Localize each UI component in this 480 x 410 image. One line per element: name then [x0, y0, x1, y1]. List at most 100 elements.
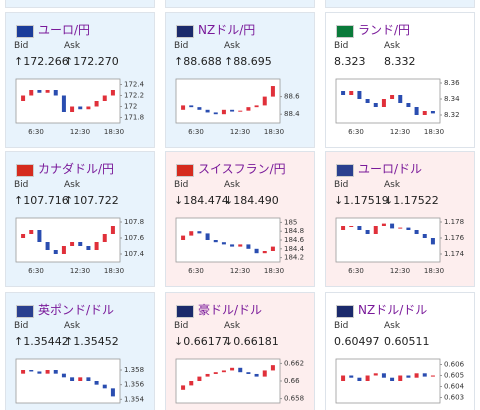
y-tick-label: 88.4 — [284, 110, 300, 118]
candle — [189, 105, 194, 108]
candle — [373, 373, 378, 376]
ask-value: ↓184.490 — [224, 194, 279, 207]
candle — [221, 109, 226, 115]
candle — [357, 226, 362, 230]
flag — [336, 305, 354, 318]
flag — [16, 25, 34, 38]
y-tick-label: 0.605 — [444, 372, 464, 380]
y-tick-label: 1.178 — [444, 218, 464, 226]
candle — [61, 246, 66, 254]
mini-chart: 88.6 88.4 6:30 12:30 18:30 — [175, 78, 300, 136]
bid-value: ↓184.474 — [174, 194, 229, 207]
candle — [45, 370, 50, 374]
candle — [53, 250, 58, 254]
y-tick-label: 8.36 — [444, 79, 460, 87]
rate-tile: ユーロ/ドル Bid Ask ↓1.17519 ↓1.17522 1.178 1.176 1.… — [325, 151, 475, 287]
pair-name: NZドル/円 — [198, 23, 256, 37]
candle — [221, 242, 226, 245]
ask-value: ↑107.722 — [64, 194, 119, 207]
pair-name: ユーロ/ドル — [358, 162, 423, 176]
x-tick-label: 6:30 — [348, 267, 364, 275]
x-tick-label: 12:30 — [390, 267, 410, 275]
candle — [221, 370, 226, 373]
candle — [341, 226, 346, 230]
candle — [86, 106, 91, 110]
x-tick-label: 6:30 — [28, 267, 44, 275]
candle — [70, 377, 75, 381]
candle — [86, 377, 91, 381]
rate-tile: スイスフラン/円 Bid Ask ↓184.474 ↓184.490 185 184.8 18… — [165, 151, 315, 287]
mini-chart: 1.358 1.356 1.354 — [15, 358, 145, 404]
x-tick-label: 12:30 — [390, 128, 410, 136]
candle — [205, 233, 210, 240]
rate-tile: 英ポンド/ドル Bid Ask ↑1.35442 ↑1.35452 1.358 1.356 1… — [5, 292, 155, 410]
candle — [181, 385, 186, 390]
candle — [205, 373, 210, 377]
candle — [45, 242, 50, 250]
rate-tile: カナダドル/円 Bid Ask ↑107.716 ↑107.722 107.8 107.6 1… — [5, 151, 155, 287]
candle — [110, 388, 115, 397]
candle — [262, 251, 267, 254]
mini-chart: 172.4 172.2 172 171.8 6:30 12:30 18:30 — [15, 78, 145, 136]
candle — [189, 381, 194, 386]
candle — [29, 90, 34, 96]
flag — [176, 164, 194, 177]
bid-label: Bid — [334, 321, 349, 331]
bid-value: ↑172.266 — [14, 55, 69, 68]
candle — [94, 242, 99, 250]
x-tick-label: 18:30 — [424, 128, 444, 136]
pair-name: ランド/円 — [358, 23, 411, 37]
candle — [365, 230, 370, 234]
ask-label: Ask — [64, 321, 81, 331]
candle — [238, 110, 243, 112]
y-tick-label: 0.606 — [444, 361, 465, 369]
candle — [341, 375, 346, 381]
flag — [176, 25, 194, 38]
x-tick-label: 12:30 — [70, 267, 90, 275]
x-tick-label: 6:30 — [28, 128, 44, 136]
candle — [349, 226, 354, 227]
candle — [61, 373, 66, 378]
candle — [406, 227, 411, 230]
y-tick-label: 1.356 — [124, 381, 145, 389]
flag — [16, 305, 34, 318]
candle — [181, 105, 186, 110]
bid-label: Bid — [174, 321, 189, 331]
candle — [102, 95, 107, 101]
candle — [422, 373, 427, 377]
candle — [365, 99, 370, 103]
y-tick-label: 8.32 — [444, 111, 460, 119]
candle — [430, 111, 435, 114]
bid-value: ↑107.716 — [14, 194, 69, 207]
x-tick-label: 12:30 — [70, 128, 90, 136]
y-tick-label: 0.662 — [284, 359, 304, 367]
candle — [197, 107, 202, 110]
candle — [262, 370, 267, 377]
candle — [238, 367, 243, 373]
bid-label: Bid — [334, 180, 349, 190]
candle — [102, 384, 107, 389]
candle — [357, 91, 362, 99]
candle — [270, 365, 275, 371]
tile-edge — [5, 0, 155, 8]
chart-box — [175, 78, 281, 124]
chart-box — [335, 217, 441, 263]
candle — [61, 95, 66, 112]
candle — [246, 372, 251, 374]
candle — [398, 375, 403, 381]
candle — [381, 99, 386, 107]
candle — [78, 242, 83, 246]
y-tick-label: 8.34 — [444, 95, 460, 103]
candle — [45, 90, 50, 93]
candle — [110, 226, 115, 234]
pair-name: NZドル/ドル — [358, 303, 428, 317]
bid-label: Bid — [14, 41, 29, 51]
y-tick-label: 1.354 — [124, 395, 145, 403]
chart-box — [15, 358, 121, 404]
tile-edge — [325, 0, 475, 8]
bid-label: Bid — [334, 41, 349, 51]
bid-value: ↑1.35442 — [14, 335, 69, 348]
y-tick-label: 0.66 — [284, 377, 300, 385]
candle — [414, 230, 419, 234]
candle — [37, 90, 42, 93]
